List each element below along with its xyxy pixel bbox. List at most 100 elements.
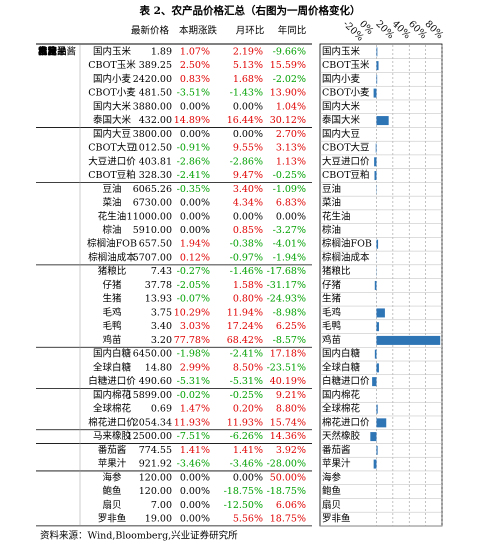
cell: 0.00% — [233, 211, 263, 222]
item-name: 番茄酱 — [98, 444, 127, 456]
cell: -7.51% — [177, 431, 210, 442]
cell: 3.75 — [151, 307, 172, 318]
cell: -23.51% — [267, 362, 306, 373]
bar — [376, 404, 378, 414]
y-tick-label: 鸡苗 — [322, 334, 341, 346]
cell: 11000.00 — [127, 211, 172, 222]
cell: 0.00% — [180, 198, 210, 209]
group-name: 食用油 — [38, 45, 67, 57]
cell: -1.09% — [273, 184, 306, 195]
y-tick-label: 国内玉米 — [322, 45, 361, 57]
source: 资料来源：Wind,Bloomberg,兴业证券研究所 — [40, 530, 238, 542]
cell: 68.42% — [227, 335, 263, 346]
y-tick-label: 棕榈油FOB — [322, 238, 372, 250]
title: 表 2、农产品价格汇总（右图为一周价格变化） — [139, 4, 361, 17]
cell: -0.97% — [230, 252, 263, 263]
cell: 0.80% — [233, 294, 263, 305]
bar — [373, 88, 377, 98]
cell: 3880.00 — [133, 101, 172, 112]
bar — [374, 157, 377, 167]
item-name: 生猪 — [102, 293, 122, 305]
item-name: 国内玉米 — [93, 45, 132, 57]
y-tick-label: 生猪 — [322, 293, 342, 305]
item-name: 马来橡胶 — [93, 430, 132, 442]
cell: 2.19% — [233, 46, 263, 57]
cell: 3.03% — [180, 321, 210, 332]
cell: 8.80% — [276, 404, 306, 415]
cell: -0.91% — [177, 143, 210, 154]
cell: 3.40% — [233, 184, 263, 195]
item-name: CBOT玉米 — [88, 59, 136, 71]
cell: 15899.00 — [127, 390, 172, 401]
item-name: CBOT小麦 — [88, 87, 136, 99]
item-name: 花生油 — [98, 210, 127, 222]
y-tick-label: 国内白糖 — [322, 348, 361, 360]
cell: 11.93% — [174, 417, 210, 428]
bar — [375, 143, 377, 153]
cell: 6.83% — [276, 198, 306, 209]
bar — [376, 445, 378, 455]
item-name: 鲍鱼 — [102, 485, 121, 497]
bar — [372, 377, 377, 387]
cell: 0.00% — [180, 129, 210, 140]
y-tick-label: 毛鸭 — [322, 320, 341, 332]
item-name: 国内小麦 — [93, 73, 132, 85]
y-tick-label: 国内小麦 — [322, 73, 361, 85]
cell: -0.07% — [177, 294, 210, 305]
cell: -2.41% — [230, 349, 263, 360]
item-name: 泰国大米 — [93, 114, 132, 126]
cell: 12500.00 — [127, 431, 172, 442]
cell: 490.60 — [139, 376, 172, 387]
cell: -18.75% — [267, 486, 306, 497]
cell: -9.66% — [273, 46, 306, 57]
cell: -5.31% — [230, 376, 263, 387]
cell: 2.99% — [180, 362, 210, 373]
cell: -0.38% — [230, 239, 263, 250]
bar — [376, 47, 378, 57]
cell: 0.00% — [233, 101, 263, 112]
bar — [374, 349, 377, 359]
y-tick-label: 国内棉花 — [322, 389, 361, 401]
cell: 2054.34 — [133, 417, 172, 428]
y-tick-label: 海参 — [322, 471, 342, 483]
cell: -3.46% — [230, 459, 263, 470]
bar — [376, 239, 379, 249]
cell: 1.94% — [180, 239, 210, 250]
cell: 2420.00 — [133, 74, 172, 85]
y-tick-label: 天然橡胶 — [322, 430, 361, 442]
cell: 3.13% — [276, 143, 306, 154]
y-tick-label: 鲍鱼 — [322, 485, 341, 497]
item-name: 大豆进口价 — [88, 155, 136, 167]
cell: 14.80 — [145, 362, 172, 373]
cell: -4.01% — [273, 239, 306, 250]
y-tick-label: 豆油 — [322, 183, 341, 195]
item-name: 扇贝 — [102, 499, 121, 511]
y-tick-label: 泰国大米 — [322, 114, 361, 126]
item-name: CBOT大豆 — [88, 142, 136, 154]
cell: 16.44% — [227, 115, 263, 126]
cell: 0.85% — [233, 225, 263, 236]
bar — [370, 432, 377, 442]
cell: -8.98% — [273, 307, 306, 318]
item-name: 鸡苗 — [102, 334, 121, 346]
cell: -17.68% — [267, 266, 306, 277]
cell: 7.00 — [151, 500, 172, 511]
cell: 389.25 — [139, 60, 172, 71]
cell: 3.40 — [151, 321, 172, 332]
item-name: 白糖进口价 — [88, 375, 136, 387]
group-name: 棉花 — [38, 45, 58, 57]
group-name: 橡胶 — [38, 45, 58, 57]
cell: 0.20% — [233, 404, 263, 415]
bar — [376, 322, 379, 332]
y-tick-label: 白糖进口价 — [322, 375, 370, 387]
cell: 328.30 — [139, 170, 172, 181]
group-name: 大豆 — [38, 45, 57, 57]
cell: 1.41% — [180, 445, 210, 456]
cell: 120.00 — [139, 486, 172, 497]
cell: -5.31% — [177, 376, 210, 387]
cell: 0.00% — [180, 500, 210, 511]
cell: 0.00% — [233, 129, 263, 140]
cell: -0.35% — [177, 184, 210, 195]
y-tick-label: 国内大米 — [322, 100, 361, 112]
column-header: 最新价格 — [131, 25, 170, 37]
